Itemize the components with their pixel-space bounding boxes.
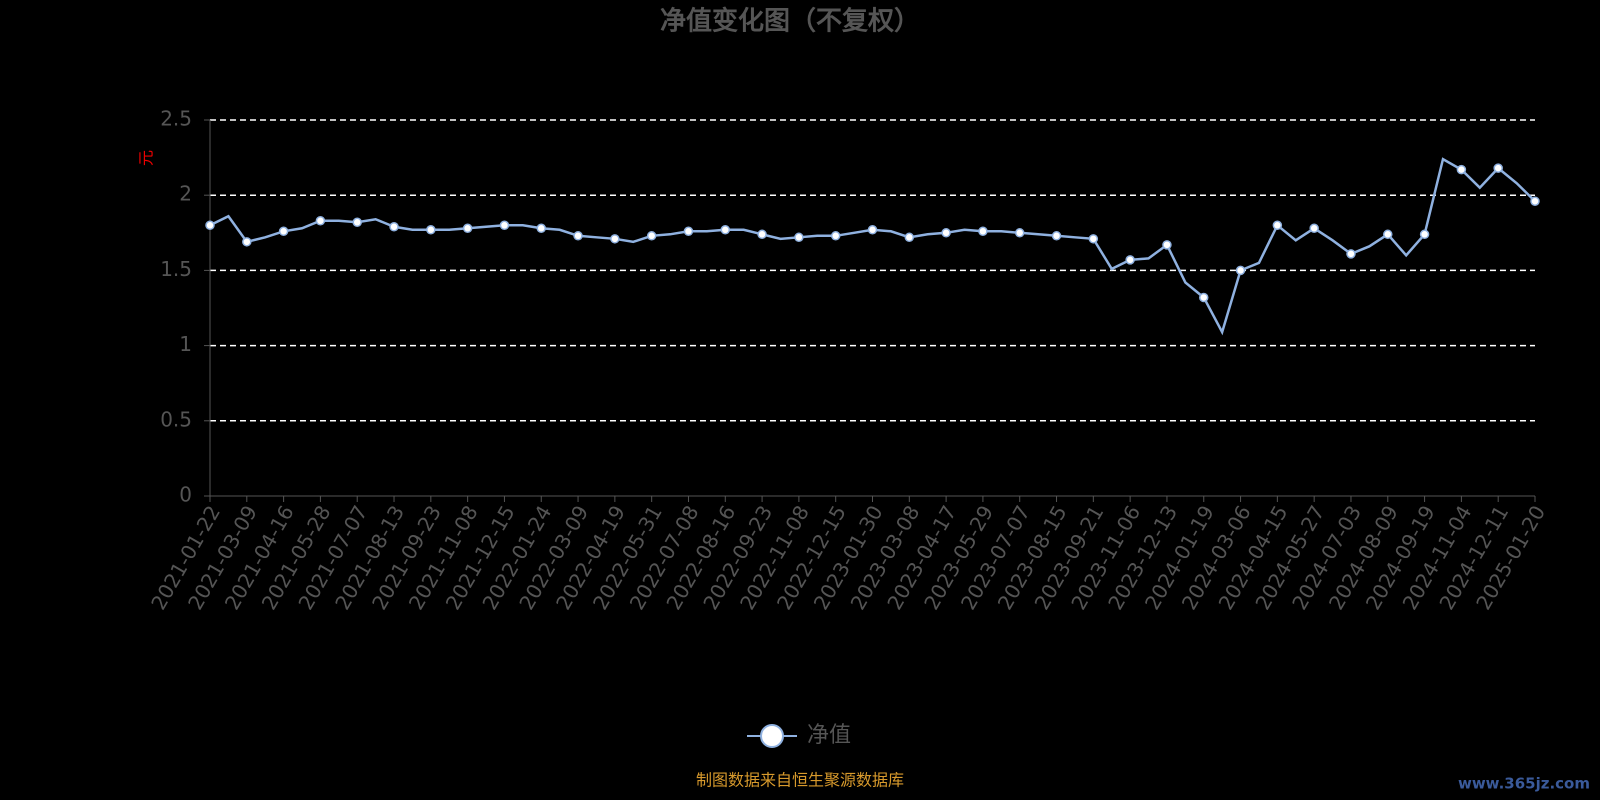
- point-marker: [1309, 223, 1319, 234]
- point-marker: [1235, 265, 1246, 276]
- point-marker: [1014, 228, 1025, 238]
- point-marker: [867, 225, 878, 235]
- point-marker: [205, 220, 215, 231]
- point-marker: [1051, 231, 1062, 241]
- point-marker: [573, 231, 583, 241]
- point-marker: [1162, 240, 1172, 250]
- point-marker: [610, 234, 620, 244]
- point-marker: [242, 237, 252, 247]
- y-tick-label: 2: [179, 182, 192, 206]
- point-marker: [1088, 234, 1099, 244]
- point-marker: [904, 232, 915, 243]
- point-marker: [389, 222, 399, 232]
- y-axis-label: 元: [137, 150, 156, 166]
- point-marker: [1346, 249, 1356, 259]
- point-marker: [1493, 163, 1503, 173]
- point-marker: [1199, 292, 1209, 303]
- watermark: www.365jz.com: [1458, 775, 1590, 793]
- source-note: 制图数据来自恒生聚源数据库: [696, 771, 904, 790]
- point-marker: [462, 223, 473, 234]
- point-marker: [536, 223, 546, 234]
- legend-marker: [760, 724, 784, 748]
- point-marker: [794, 232, 804, 243]
- point-marker: [1272, 220, 1283, 231]
- y-tick-label: 2.5: [160, 107, 192, 131]
- point-marker: [1530, 196, 1540, 206]
- point-marker: [352, 217, 362, 228]
- point-marker: [1456, 164, 1467, 175]
- y-tick-label: 1: [179, 332, 192, 356]
- point-marker: [1419, 229, 1430, 240]
- point-marker: [315, 216, 326, 226]
- point-marker: [830, 231, 841, 241]
- y-tick-label: 0: [179, 483, 192, 507]
- point-marker: [757, 229, 767, 240]
- point-marker: [646, 231, 657, 241]
- chart-title: 净值变化图（不复权）: [660, 6, 920, 37]
- point-marker: [278, 226, 289, 237]
- y-tick-label: 1.5: [160, 257, 192, 281]
- point-marker: [1125, 255, 1135, 265]
- y-tick-label: 0.5: [160, 407, 192, 431]
- point-marker: [499, 220, 510, 231]
- legend-label: 净值: [807, 723, 851, 748]
- point-marker: [720, 225, 731, 235]
- point-marker: [1383, 229, 1393, 240]
- point-marker: [978, 226, 988, 237]
- point-marker: [683, 226, 694, 237]
- point-marker: [426, 225, 436, 235]
- point-marker: [941, 228, 951, 238]
